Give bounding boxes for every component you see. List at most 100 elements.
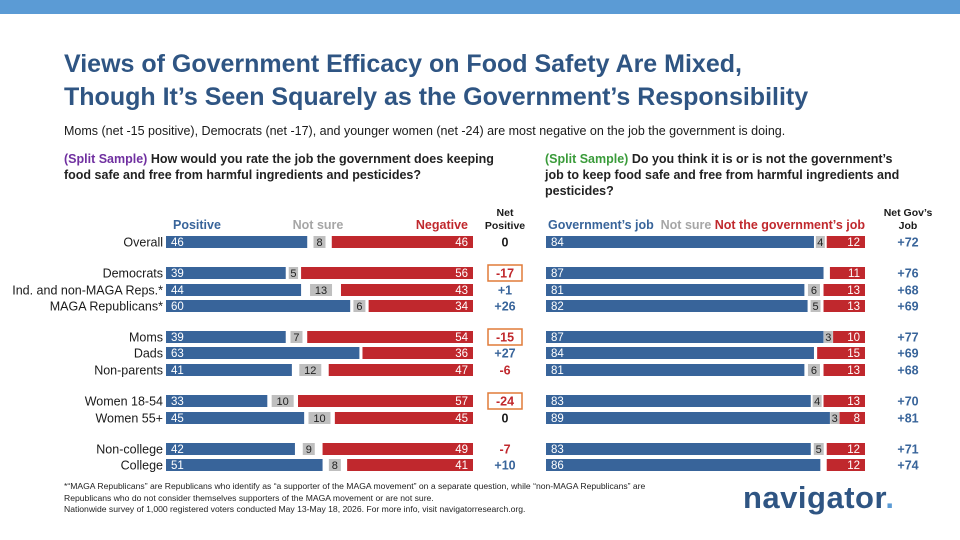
footnote: *“MAGA Republicans” are Republicans who …: [64, 481, 704, 516]
category-label: Overall: [123, 236, 163, 250]
bar-segment-negative: [298, 395, 473, 407]
bar-segment-not-sure: [813, 443, 824, 455]
data-label: 39: [171, 332, 184, 344]
bar-segment-negative: [301, 267, 473, 279]
data-label: 13: [847, 285, 860, 297]
net-value: +68: [897, 284, 918, 298]
bar-segment-not-govt-job: [839, 412, 865, 424]
bar-segment-not-govt-job: [826, 459, 865, 471]
data-label: 13: [847, 301, 860, 313]
bar-segment-positive: [166, 347, 360, 359]
data-label: 8: [316, 237, 322, 249]
data-label: 34: [455, 301, 468, 313]
bar-segment-negative: [307, 331, 473, 343]
net-value: +10: [494, 459, 515, 473]
bar-segment-not-govt-job: [823, 284, 865, 296]
bar-segment-not-govt-job: [823, 364, 865, 376]
category-label: Non-parents: [94, 364, 163, 378]
category-label: Dads: [134, 347, 163, 361]
data-label: 3: [832, 413, 838, 425]
bar-segment-not-govt-job: [823, 395, 865, 407]
right-question: (Split Sample) Do you think it is or is …: [545, 151, 905, 199]
legend-first-label: Government’s job: [548, 218, 654, 232]
data-label: 9: [306, 444, 312, 456]
category-label: MAGA Republicans*: [50, 300, 163, 314]
bar-segment-not-sure: [810, 300, 821, 312]
category-label: Women 18-54: [85, 395, 163, 409]
title-line-2: Though It’s Seen Squarely as the Governm…: [64, 83, 809, 111]
bar-segment-not-sure: [823, 331, 833, 343]
bar-segment-not-sure: [807, 364, 820, 376]
data-label: 12: [304, 365, 316, 377]
net-header-line2: Positive: [485, 220, 525, 232]
data-label: 41: [171, 365, 184, 377]
data-label: 36: [455, 348, 468, 360]
navigator-logo: navigator.: [743, 480, 894, 516]
net-header-line1: Net Gov’s: [884, 207, 933, 219]
bar-segment-positive: [166, 331, 286, 343]
data-label: 41: [455, 460, 468, 472]
data-label: 11: [848, 268, 860, 280]
bar-segment-not-sure: [812, 395, 822, 407]
category-label: Women 55+: [95, 412, 163, 426]
bar-segment-not-govt-job: [826, 236, 865, 248]
data-label: 46: [171, 237, 184, 249]
left-question-text: How would you rate the job the governmen…: [64, 152, 494, 182]
data-label: 33: [171, 396, 184, 408]
net-highlight-box: [487, 392, 523, 410]
legend-last-label: Negative: [416, 218, 468, 232]
net-value: -17: [496, 267, 514, 281]
legend-not-sure-label: Not sure: [661, 218, 712, 232]
data-label: 51: [171, 460, 184, 472]
data-label: 4: [817, 237, 823, 249]
category-label: College: [121, 459, 163, 473]
bar-segment-not-sure: [830, 412, 840, 424]
data-label: 6: [811, 285, 817, 297]
bar-segment-not-govt-job: [823, 300, 865, 312]
data-label: 63: [171, 348, 184, 360]
bar-segment-govt-job: [546, 364, 805, 376]
legend-not-sure-label: Not sure: [293, 218, 344, 232]
left-question: (Split Sample) How would you rate the jo…: [64, 151, 504, 183]
bar-segment-negative: [334, 412, 473, 424]
bar-segment-not-sure: [271, 395, 294, 407]
footnote-line-3: Nationwide survey of 1,000 registered vo…: [64, 504, 526, 514]
net-header-line1: Net: [497, 207, 514, 219]
data-label: 60: [171, 301, 184, 313]
data-label: 89: [551, 413, 564, 425]
data-label: 82: [551, 301, 564, 313]
data-label: 6: [811, 365, 817, 377]
net-highlight-box: [487, 328, 523, 346]
category-label: Ind. and non-MAGA Reps.*: [12, 284, 163, 298]
net-value: +76: [897, 267, 918, 281]
net-value: +26: [494, 300, 515, 314]
legend-first-label: Positive: [173, 218, 221, 232]
data-label: 54: [455, 332, 468, 344]
title-line-1: Views of Government Efficacy on Food Saf…: [64, 50, 742, 78]
data-label: 84: [551, 348, 564, 360]
data-label: 56: [455, 268, 468, 280]
net-value: -15: [496, 331, 514, 345]
bar-segment-positive: [166, 443, 295, 455]
bar-segment-negative: [347, 459, 473, 471]
data-label: 87: [551, 268, 564, 280]
data-label: 12: [847, 444, 860, 456]
data-label: 81: [551, 285, 564, 297]
data-label: 39: [171, 268, 184, 280]
net-value: -6: [499, 364, 510, 378]
bar-segment-govt-job: [546, 236, 814, 248]
data-label: 44: [171, 285, 184, 297]
bar-segment-not-sure: [328, 459, 341, 471]
data-label: 10: [277, 396, 289, 408]
bar-segment-positive: [166, 300, 351, 312]
data-label: 42: [171, 444, 184, 456]
right-question-tag: (Split Sample): [545, 152, 629, 166]
bar-segment-not-sure: [302, 443, 315, 455]
legend-last-label: Not the government’s job: [715, 218, 866, 232]
right-question-text: Do you think it is or is not the governm…: [545, 152, 900, 198]
data-label: 3: [825, 332, 831, 344]
footnote-line-2: Republicans who do not consider themselv…: [64, 492, 434, 503]
net-value: +27: [494, 347, 515, 361]
bar-segment-positive: [166, 267, 286, 279]
bar-segment-positive: [166, 284, 302, 296]
